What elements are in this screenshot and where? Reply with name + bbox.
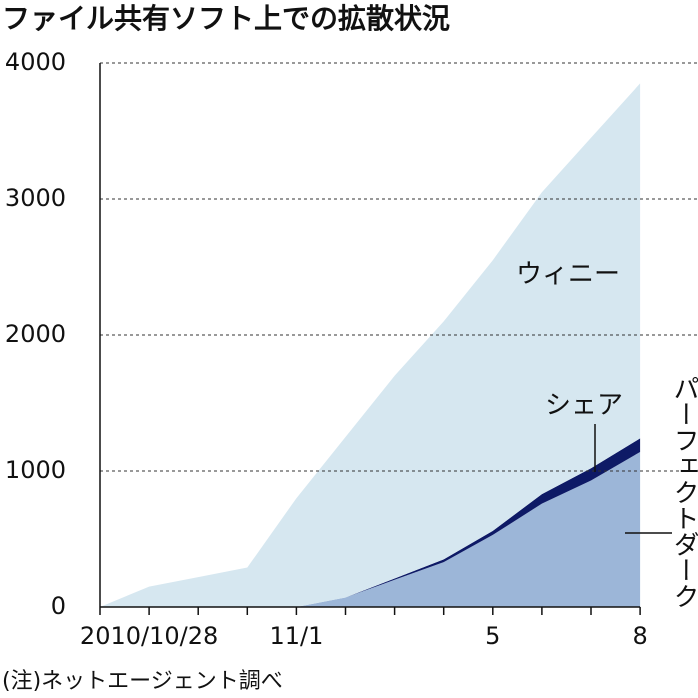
area <box>100 451 641 607</box>
y-tick-label: 3000 <box>5 184 66 212</box>
y-tick-label: 4000 <box>5 48 66 76</box>
x-tick-label: 8 <box>632 622 647 650</box>
y-tick-label: 0 <box>51 592 66 620</box>
x-tick-label: 5 <box>485 622 500 650</box>
series-label: ウィニー <box>516 260 620 290</box>
x-tick-label: 2010/10/28 <box>80 622 218 650</box>
series-label: パーフェクトダーク <box>669 375 698 609</box>
x-tick-label: 11/1 <box>269 622 323 650</box>
y-tick-label: 1000 <box>5 456 66 484</box>
area <box>100 83 641 607</box>
chart-title: ファイル共有ソフト上での拡散状況 <box>2 2 450 35</box>
series-label: シェア <box>545 391 623 421</box>
y-tick-label: 2000 <box>5 320 66 348</box>
note: (注)ネットエージェント調べ <box>2 669 283 694</box>
